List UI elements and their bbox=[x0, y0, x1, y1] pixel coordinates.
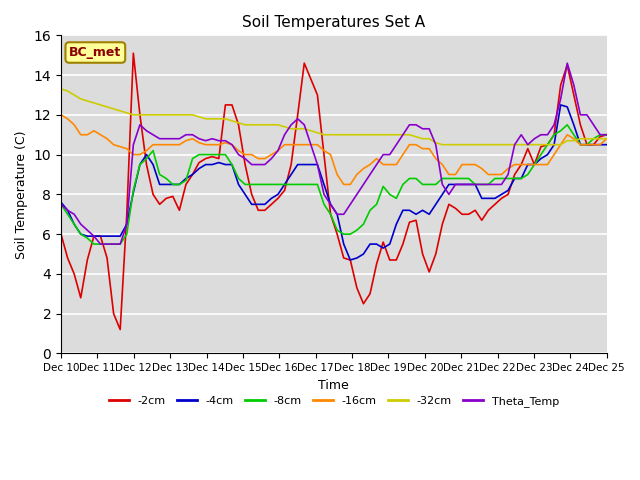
-16cm bbox=[57, 112, 65, 118]
Theta_Temp bbox=[504, 172, 512, 178]
-2cm bbox=[603, 132, 611, 138]
-4cm bbox=[557, 102, 564, 108]
Theta_Temp bbox=[478, 181, 486, 187]
-32cm bbox=[64, 88, 72, 94]
Theta_Temp bbox=[64, 207, 72, 213]
-8cm bbox=[603, 132, 611, 138]
-2cm bbox=[340, 255, 348, 261]
-2cm bbox=[116, 327, 124, 333]
-4cm bbox=[64, 207, 72, 213]
-8cm bbox=[90, 241, 98, 247]
Theta_Temp bbox=[603, 132, 611, 138]
-32cm bbox=[327, 132, 335, 138]
-4cm bbox=[327, 202, 335, 207]
-2cm bbox=[484, 207, 492, 213]
-2cm bbox=[314, 92, 321, 98]
-32cm bbox=[300, 126, 308, 132]
Theta_Temp bbox=[307, 142, 315, 147]
-4cm bbox=[504, 188, 512, 193]
-8cm bbox=[97, 241, 104, 247]
-32cm bbox=[90, 100, 98, 106]
Legend: -2cm, -4cm, -8cm, -16cm, -32cm, Theta_Temp: -2cm, -4cm, -8cm, -16cm, -32cm, Theta_Te… bbox=[104, 392, 564, 411]
-8cm bbox=[307, 181, 315, 187]
-16cm bbox=[327, 152, 335, 157]
Y-axis label: Soil Temperature (C): Soil Temperature (C) bbox=[15, 130, 28, 259]
Text: BC_met: BC_met bbox=[69, 46, 122, 59]
-32cm bbox=[438, 142, 446, 147]
-8cm bbox=[64, 211, 72, 217]
Theta_Temp bbox=[57, 202, 65, 207]
Theta_Temp bbox=[97, 241, 104, 247]
-8cm bbox=[504, 176, 512, 181]
-2cm bbox=[64, 255, 72, 261]
-16cm bbox=[340, 181, 348, 187]
-4cm bbox=[57, 200, 65, 205]
Line: -2cm: -2cm bbox=[61, 53, 607, 330]
Theta_Temp bbox=[333, 211, 341, 217]
-4cm bbox=[603, 142, 611, 147]
Title: Soil Temperatures Set A: Soil Temperatures Set A bbox=[243, 15, 426, 30]
-16cm bbox=[300, 142, 308, 147]
-2cm bbox=[90, 233, 98, 239]
Line: -8cm: -8cm bbox=[61, 125, 607, 244]
-16cm bbox=[64, 116, 72, 122]
Line: -16cm: -16cm bbox=[61, 115, 607, 184]
-8cm bbox=[563, 122, 571, 128]
X-axis label: Time: Time bbox=[319, 379, 349, 392]
-8cm bbox=[478, 181, 486, 187]
-4cm bbox=[90, 233, 98, 239]
-32cm bbox=[504, 142, 512, 147]
-8cm bbox=[57, 202, 65, 207]
-16cm bbox=[504, 166, 512, 171]
-4cm bbox=[346, 257, 354, 263]
Line: Theta_Temp: Theta_Temp bbox=[61, 63, 607, 244]
-4cm bbox=[300, 162, 308, 168]
-32cm bbox=[478, 142, 486, 147]
-16cm bbox=[478, 166, 486, 171]
-4cm bbox=[478, 195, 486, 201]
-8cm bbox=[333, 228, 341, 233]
-32cm bbox=[603, 136, 611, 142]
-2cm bbox=[57, 231, 65, 237]
Theta_Temp bbox=[563, 60, 571, 66]
-32cm bbox=[57, 86, 65, 92]
-16cm bbox=[90, 128, 98, 133]
Line: -4cm: -4cm bbox=[61, 105, 607, 260]
Line: -32cm: -32cm bbox=[61, 89, 607, 144]
-16cm bbox=[603, 136, 611, 142]
Theta_Temp bbox=[90, 233, 98, 239]
-2cm bbox=[511, 172, 518, 178]
-2cm bbox=[129, 50, 137, 56]
